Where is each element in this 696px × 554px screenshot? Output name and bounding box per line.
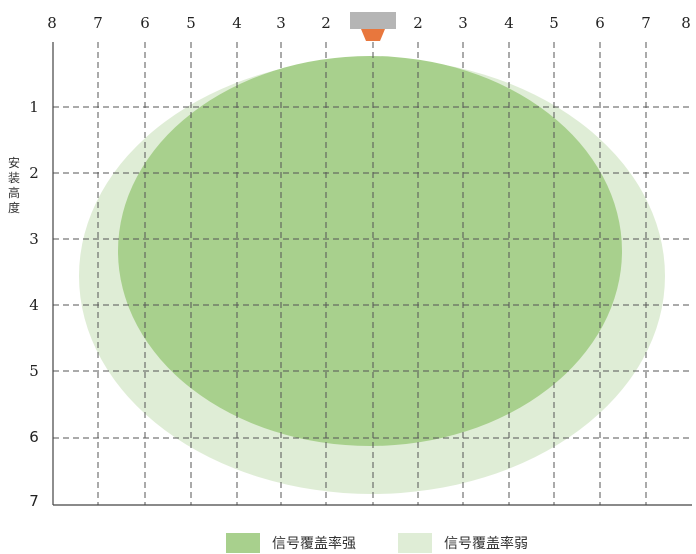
height-tick: 2	[29, 164, 39, 182]
height-axis-title: 安 装 高 度	[8, 156, 22, 216]
legend-item-strong: 信号覆盖率强	[226, 532, 356, 554]
top-right-tick: 6	[595, 14, 605, 32]
height-tick: 5	[29, 362, 39, 380]
legend: 信号覆盖率强 信号覆盖率弱	[0, 532, 696, 554]
top-left-tick: 4	[232, 14, 242, 32]
height-tick: 4	[29, 296, 39, 314]
legend-swatch-weak	[398, 533, 432, 553]
legend-label-weak: 信号覆盖率弱	[444, 536, 528, 552]
top-right-tick: 7	[641, 14, 651, 32]
sensor-head	[361, 29, 385, 41]
top-left-tick: 2	[321, 14, 331, 32]
sensor-body	[350, 12, 396, 29]
top-right-tick: 4	[504, 14, 514, 32]
top-right-tick: 8	[681, 14, 691, 32]
axis-title-char: 高	[8, 186, 21, 200]
top-right-tick: 5	[549, 14, 559, 32]
legend-label-strong: 信号覆盖率强	[272, 536, 356, 552]
top-left-tick: 5	[186, 14, 196, 32]
grid-lines	[53, 42, 692, 505]
axis-title-char: 度	[8, 201, 21, 215]
axis-title-char: 装	[8, 171, 21, 185]
top-right-tick: 2	[413, 14, 423, 32]
top-left-tick: 3	[276, 14, 286, 32]
axis-title-char: 安	[8, 156, 21, 170]
height-tick: 7	[29, 492, 39, 510]
strong-coverage-area	[118, 56, 622, 446]
legend-swatch-strong	[226, 533, 260, 553]
height-tick: 6	[29, 428, 39, 446]
top-left-tick: 8	[47, 14, 57, 32]
top-left-tick: 6	[140, 14, 150, 32]
top-right-tick: 3	[458, 14, 468, 32]
top-left-tick: 7	[93, 14, 103, 32]
height-tick: 1	[29, 98, 39, 116]
legend-item-weak: 信号覆盖率弱	[398, 532, 528, 554]
height-tick: 3	[29, 230, 39, 248]
